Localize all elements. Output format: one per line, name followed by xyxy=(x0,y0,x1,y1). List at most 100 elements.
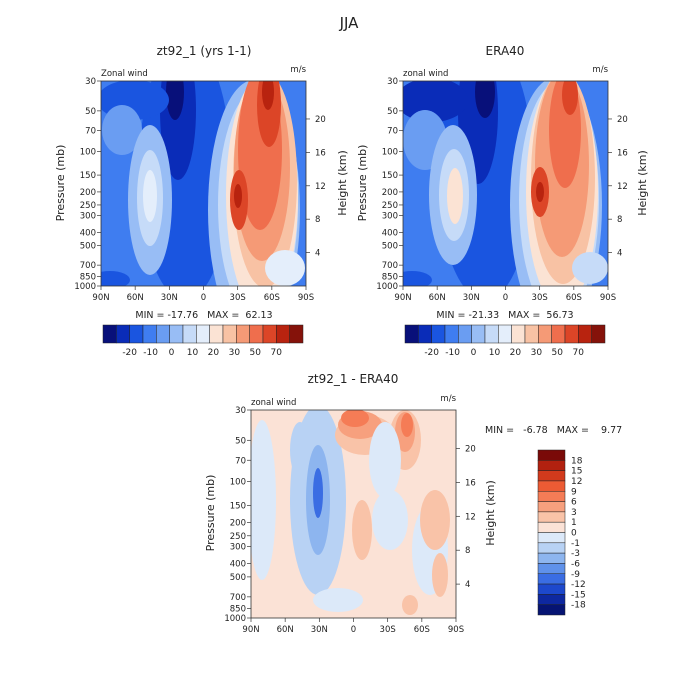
colorbar: -20 -10 0 10 20 30 50 70 xyxy=(404,324,606,358)
colorbar-swatch xyxy=(537,573,566,585)
height-axis-label: Height (km) xyxy=(336,150,349,216)
colorbar-swatch xyxy=(498,324,512,344)
pressure-tick-label: 150 xyxy=(80,171,96,181)
colorbar-label: 30 xyxy=(229,348,241,358)
pressure-tick-label: 250 xyxy=(80,201,96,211)
colorbar-swatch xyxy=(578,324,592,344)
pressure-tick-label: 70 xyxy=(387,127,398,137)
colorbar-swatch xyxy=(444,324,459,344)
surface-region xyxy=(572,252,608,284)
latitude-axis: 90N 60N 30N 0 30S 60S 90S xyxy=(92,286,314,303)
height-tick-label: 16 xyxy=(617,148,628,158)
height-axis: 20 16 12 8 4 xyxy=(608,115,628,259)
positive-core xyxy=(401,413,413,437)
panel-model: zt92_1 (yrs 1-1) Zonal wind m/s xyxy=(54,44,349,358)
pressure-tick-label: 70 xyxy=(235,456,246,466)
colorbar-swatch xyxy=(289,324,304,344)
height-axis-label: Height (km) xyxy=(484,480,497,546)
colorbar-label: -1 xyxy=(571,539,580,549)
latitude-tick-label: 0 xyxy=(503,293,508,303)
pressure-tick-label: 200 xyxy=(382,188,398,198)
negative-region xyxy=(313,588,363,612)
colorbar-label: -6 xyxy=(571,559,580,569)
panel-variable-label: zonal wind xyxy=(251,398,296,408)
colorbar-swatch xyxy=(537,460,566,471)
westerly-region xyxy=(102,105,142,155)
colorbar-swatch xyxy=(591,324,606,344)
colorbar-swatch xyxy=(142,324,157,344)
pressure-tick-label: 850 xyxy=(382,272,398,282)
height-tick-label: 8 xyxy=(315,215,320,225)
colorbar-label: 6 xyxy=(571,498,577,508)
height-tick-label: 8 xyxy=(617,215,622,225)
contour-field xyxy=(251,410,456,618)
westerly-core xyxy=(447,168,463,224)
colorbar-label: 30 xyxy=(531,348,543,358)
latitude-tick-label: 60S xyxy=(264,293,280,303)
pressure-tick-label: 500 xyxy=(382,241,398,251)
latitude-tick-label: 90N xyxy=(394,293,411,303)
pressure-tick-label: 500 xyxy=(80,241,96,251)
pressure-tick-label: 850 xyxy=(230,604,246,614)
pressure-tick-label: 700 xyxy=(382,261,398,271)
colorbar-swatch xyxy=(249,324,264,344)
colorbar-swatch xyxy=(537,532,566,544)
pressure-tick-label: 250 xyxy=(382,201,398,211)
westerly-core xyxy=(143,170,157,222)
colorbar-label: -3 xyxy=(571,549,580,559)
polar-night-jet-core xyxy=(262,81,274,110)
min-max-label: MIN = -6.78 MAX = 9.77 xyxy=(485,425,622,436)
colorbar-label: 9 xyxy=(571,487,577,497)
colorbar-label: 10 xyxy=(489,348,501,358)
negative-region xyxy=(290,422,310,478)
height-tick-label: 4 xyxy=(315,249,320,259)
panel-title: zt92_1 (yrs 1-1) xyxy=(157,44,252,58)
colorbar-swatch xyxy=(537,491,566,502)
colorbar-label: 70 xyxy=(270,348,282,358)
pressure-tick-label: 1000 xyxy=(224,614,246,624)
pressure-tick-label: 250 xyxy=(230,532,246,542)
colorbar-swatch xyxy=(102,324,117,344)
height-tick-label: 12 xyxy=(465,512,476,522)
height-tick-label: 12 xyxy=(315,182,326,192)
colorbar-label: -18 xyxy=(571,601,586,611)
height-axis: 20 16 12 8 4 xyxy=(456,445,476,590)
colorbar-label: 50 xyxy=(250,348,262,358)
latitude-tick-label: 90S xyxy=(298,293,314,303)
pressure-tick-label: 300 xyxy=(80,212,96,222)
pressure-tick-label: 150 xyxy=(382,171,398,181)
colorbar-label: 0 xyxy=(471,348,477,358)
colorbar-swatch xyxy=(538,324,552,344)
pressure-tick-label: 400 xyxy=(382,228,398,238)
pressure-tick-label: 100 xyxy=(382,147,398,157)
colorbar-swatch xyxy=(458,324,472,344)
pressure-tick-label: 200 xyxy=(80,188,96,198)
pressure-tick-label: 400 xyxy=(80,228,96,238)
colorbar-swatch xyxy=(484,324,499,344)
height-tick-label: 4 xyxy=(465,580,470,590)
colorbar-label: -20 xyxy=(424,348,439,358)
min-max-label: MIN = -17.76 MAX = 62.13 xyxy=(135,310,272,321)
colorbar: -20 -10 0 10 20 30 50 70 xyxy=(102,324,304,358)
latitude-tick-label: 30S xyxy=(532,293,548,303)
panel-difference: zt92_1 - ERA40 zonal wind m/s 305 xyxy=(204,372,622,635)
colorbar-label: 70 xyxy=(572,348,584,358)
surface-region xyxy=(265,250,305,286)
figure-title: JJA xyxy=(339,14,360,32)
subtropical-jet-core xyxy=(234,184,242,208)
positive-region xyxy=(352,500,372,560)
panel-title: zt92_1 - ERA40 xyxy=(308,372,399,386)
latitude-tick-label: 60N xyxy=(429,293,446,303)
colorbar-label: 18 xyxy=(571,456,583,466)
colorbar-label: -15 xyxy=(571,590,586,600)
pressure-tick-label: 200 xyxy=(230,519,246,529)
contour-field xyxy=(403,81,608,286)
colorbar-swatch xyxy=(537,552,566,564)
pressure-tick-label: 300 xyxy=(230,543,246,553)
colorbar-label: 1 xyxy=(571,518,577,528)
latitude-tick-label: 30N xyxy=(311,625,328,635)
colorbar-swatch xyxy=(129,324,144,344)
